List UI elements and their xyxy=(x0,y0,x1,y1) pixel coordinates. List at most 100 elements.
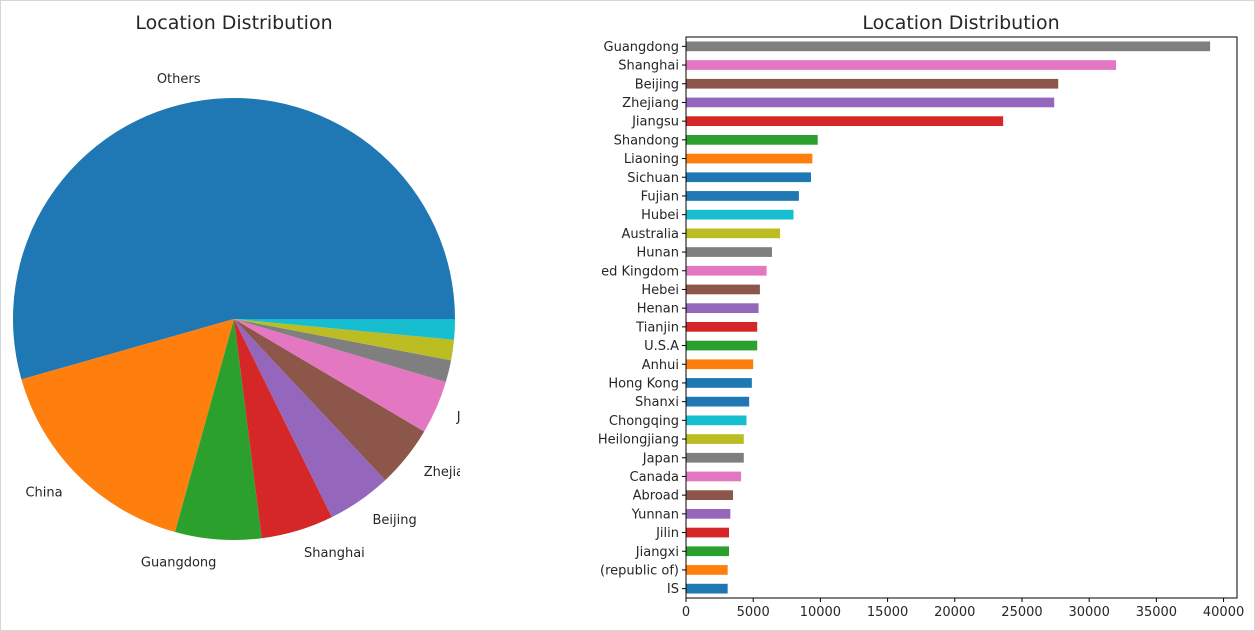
y-tick-label-sichuan: Sichuan xyxy=(627,171,679,186)
bar-u-s-a xyxy=(686,340,758,351)
y-tick-label-australia: Australia xyxy=(621,227,679,242)
y-tick-label-tianjin: Tianjin xyxy=(635,320,679,335)
x-tick-label-15000: 15000 xyxy=(867,605,908,620)
bar-jiangsu xyxy=(686,116,1004,127)
y-tick-label-liaoning: Liaoning xyxy=(624,152,679,167)
bar-shanxi xyxy=(686,396,750,407)
bar-anhui xyxy=(686,359,754,370)
bar-abroad xyxy=(686,490,734,501)
bar-axes-frame xyxy=(685,36,1238,599)
bar-sichuan xyxy=(686,172,811,183)
x-tick-label-40000: 40000 xyxy=(1203,605,1244,620)
bar-chart-title: Location Distribution xyxy=(862,12,1059,34)
y-tick-label-japan: Japan xyxy=(642,451,679,466)
y-tick-label-shanghai: Shanghai xyxy=(618,59,679,74)
pie-slice-shanghai xyxy=(234,319,332,539)
x-tick-label-5000: 5000 xyxy=(737,605,770,620)
pie-slice-shandong xyxy=(234,319,452,382)
bar-hong-kong xyxy=(686,378,752,388)
y-tick-label-jiangsu: Jiangsu xyxy=(631,115,679,130)
bar-tianjin xyxy=(686,321,758,332)
pie-label-beijing: Beijing xyxy=(373,513,417,528)
pie-slice-beijing xyxy=(234,319,386,518)
bar-ed-kingdom xyxy=(686,265,767,276)
bar-liaoning xyxy=(686,153,813,164)
y-tick-label-shandong: Shandong xyxy=(614,133,679,148)
y-tick-label-abroad: Abroad xyxy=(633,489,679,504)
bar-republic-of xyxy=(686,565,728,575)
y-tick-label-hunan: Hunan xyxy=(637,246,679,261)
bar-hebei xyxy=(686,284,760,295)
bar-fujian xyxy=(686,191,799,201)
y-tick-label-beijing: Beijing xyxy=(635,77,679,92)
pie-label-jiangsu: Jiangsu xyxy=(456,410,460,425)
bar-category-labels: Guangdong Shanghai Beijing Zhejiang Jiangsu S… xyxy=(598,40,679,597)
pie-slice-others xyxy=(13,98,456,380)
bar-guangdong xyxy=(686,41,1211,52)
bar-chongqing xyxy=(686,415,747,426)
y-tick-label-henan: Henan xyxy=(637,302,679,317)
bar-beijing xyxy=(686,78,1059,89)
pie-label-china: China xyxy=(25,485,62,500)
x-tick-label-0: 0 xyxy=(682,605,690,620)
bar-y-ticks xyxy=(682,45,686,590)
bar-jiangxi xyxy=(686,546,729,557)
bar-bars xyxy=(686,41,1211,594)
x-tick-label-20000: 20000 xyxy=(934,605,975,620)
bar-hunan xyxy=(686,247,773,257)
pie-slice-sichuan xyxy=(234,319,456,340)
pie-slice-china xyxy=(21,319,234,532)
y-tick-label-anhui: Anhui xyxy=(642,358,679,373)
pie-label-shanghai: Shanghai xyxy=(304,546,365,561)
y-tick-label-hebei: Hebei xyxy=(641,283,679,298)
x-tick-label-35000: 35000 xyxy=(1136,605,1177,620)
y-tick-label-hubei: Hubei xyxy=(641,208,679,223)
bar-yunnan xyxy=(686,508,731,519)
y-tick-label-chongqing: Chongqing xyxy=(609,414,679,429)
bar-shandong xyxy=(686,134,818,145)
bar-label-clip-mask xyxy=(560,36,598,602)
y-tick-label-jilin: Jilin xyxy=(655,526,679,541)
y-tick-label-guangdong: Guangdong xyxy=(604,40,679,55)
bar-heilongjiang xyxy=(686,434,744,444)
y-tick-label-republic-of: (republic of) xyxy=(600,563,679,578)
x-tick-label-25000: 25000 xyxy=(1001,605,1042,620)
y-tick-label-ed-kingdom: ed Kingdom xyxy=(601,264,679,279)
pie-labels: Others China Guangdong Shanghai Beijing Zheji… xyxy=(25,72,460,570)
bar-australia xyxy=(686,228,781,239)
y-tick-label-fujian: Fujian xyxy=(641,189,679,204)
pie-chart: Location Distribution Others China Guangdo… xyxy=(13,12,460,571)
pie-chart-title: Location Distribution xyxy=(135,12,332,34)
pie-slice-liaoning xyxy=(234,319,455,361)
bar-is xyxy=(686,583,728,594)
pie-slice-jiangsu xyxy=(234,319,446,432)
pie-slices xyxy=(13,98,456,541)
y-tick-label-shanxi: Shanxi xyxy=(635,395,679,410)
bar-x-tick-labels: 0 5000 10000 15000 20000 25000 30000 35000 40000 xyxy=(682,605,1244,620)
y-tick-label-canada: Canada xyxy=(630,470,679,485)
bar-henan xyxy=(686,303,759,314)
bar-zhejiang xyxy=(686,97,1055,108)
bar-x-ticks xyxy=(685,598,1225,602)
pie-slice-zhejiang xyxy=(234,319,425,481)
bar-japan xyxy=(686,452,744,463)
bar-shanghai xyxy=(686,60,1117,70)
bar-jilin xyxy=(686,527,729,538)
y-tick-label-zhejiang: Zhejiang xyxy=(622,96,679,111)
pie-label-zhejiang: Zhejiang xyxy=(424,465,460,480)
bar-canada xyxy=(686,471,742,482)
bar-hubei xyxy=(686,209,794,220)
y-tick-label-hong-kong: Hong Kong xyxy=(608,376,679,391)
x-tick-label-10000: 10000 xyxy=(800,605,841,620)
pie-slice-guangdong xyxy=(175,319,262,541)
y-tick-label-heilongjiang: Heilongjiang xyxy=(598,433,679,448)
y-tick-label-u-s-a: U.S.A xyxy=(644,339,679,354)
pie-label-guangdong: Guangdong xyxy=(141,556,216,571)
y-tick-label-jiangxi: Jiangxi xyxy=(635,545,679,560)
x-tick-label-30000: 30000 xyxy=(1068,605,1109,620)
pie-label-others: Others xyxy=(157,72,201,87)
y-tick-label-yunnan: Yunnan xyxy=(631,507,679,522)
y-tick-label-is: IS xyxy=(667,582,679,597)
